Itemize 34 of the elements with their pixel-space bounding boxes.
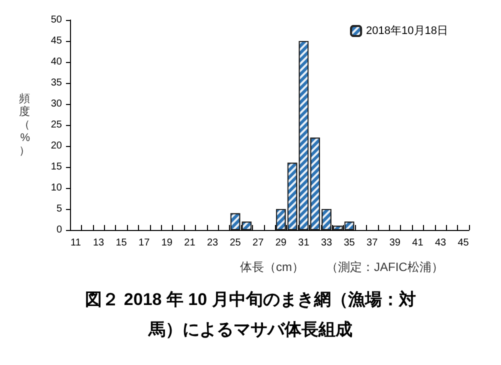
y-tick-label: 15 [50,162,62,172]
y-tick-label: 30 [50,98,62,110]
x-tick-label: 37 [366,238,378,248]
x-tick-label: 41 [412,238,424,248]
y-tick-label: 40 [50,56,62,68]
x-tick-label: 21 [184,238,196,248]
x-tick-label: 25 [230,238,242,248]
y-tick-label: 0 [56,224,62,236]
x-tick-label: 35 [344,238,356,248]
legend-label: 2018年10月18日 [366,25,448,37]
y-tick-label: 20 [50,140,62,152]
y-tick-label: 25 [50,120,62,130]
x-tick-label: 31 [298,238,310,248]
y-tick-label: 45 [50,36,62,46]
y-tick-label: 35 [50,78,62,88]
x-tick-label: 23 [206,238,218,248]
text: 図２ 2018 年 10 月中旬のまき網（漁場：対馬）によるマサバ体長組成 [84,289,417,341]
text: （測定：JAFIC松浦） [326,260,444,274]
x-tick-label: 15 [116,238,128,248]
x-tick-label: 43 [434,238,446,248]
x-tick-label: 17 [138,238,150,248]
y-tick-label: 5 [56,204,62,214]
y-tick-label: 50 [50,14,62,26]
x-tick-label: 27 [252,238,264,248]
x-tick-label: 11 [70,238,82,248]
x-tick-label: 29 [275,238,287,248]
x-axis-title: 体長（cm） [240,260,304,274]
y-tick-label: 10 [50,182,62,194]
x-tick-label: 19 [161,238,173,248]
x-tick-label: 39 [389,238,401,248]
x-tick-label: 33 [320,238,332,248]
x-tick-label: 13 [92,238,104,248]
x-tick-label: 45 [458,238,470,248]
y-axis-title: 頻度（%） [19,93,30,157]
